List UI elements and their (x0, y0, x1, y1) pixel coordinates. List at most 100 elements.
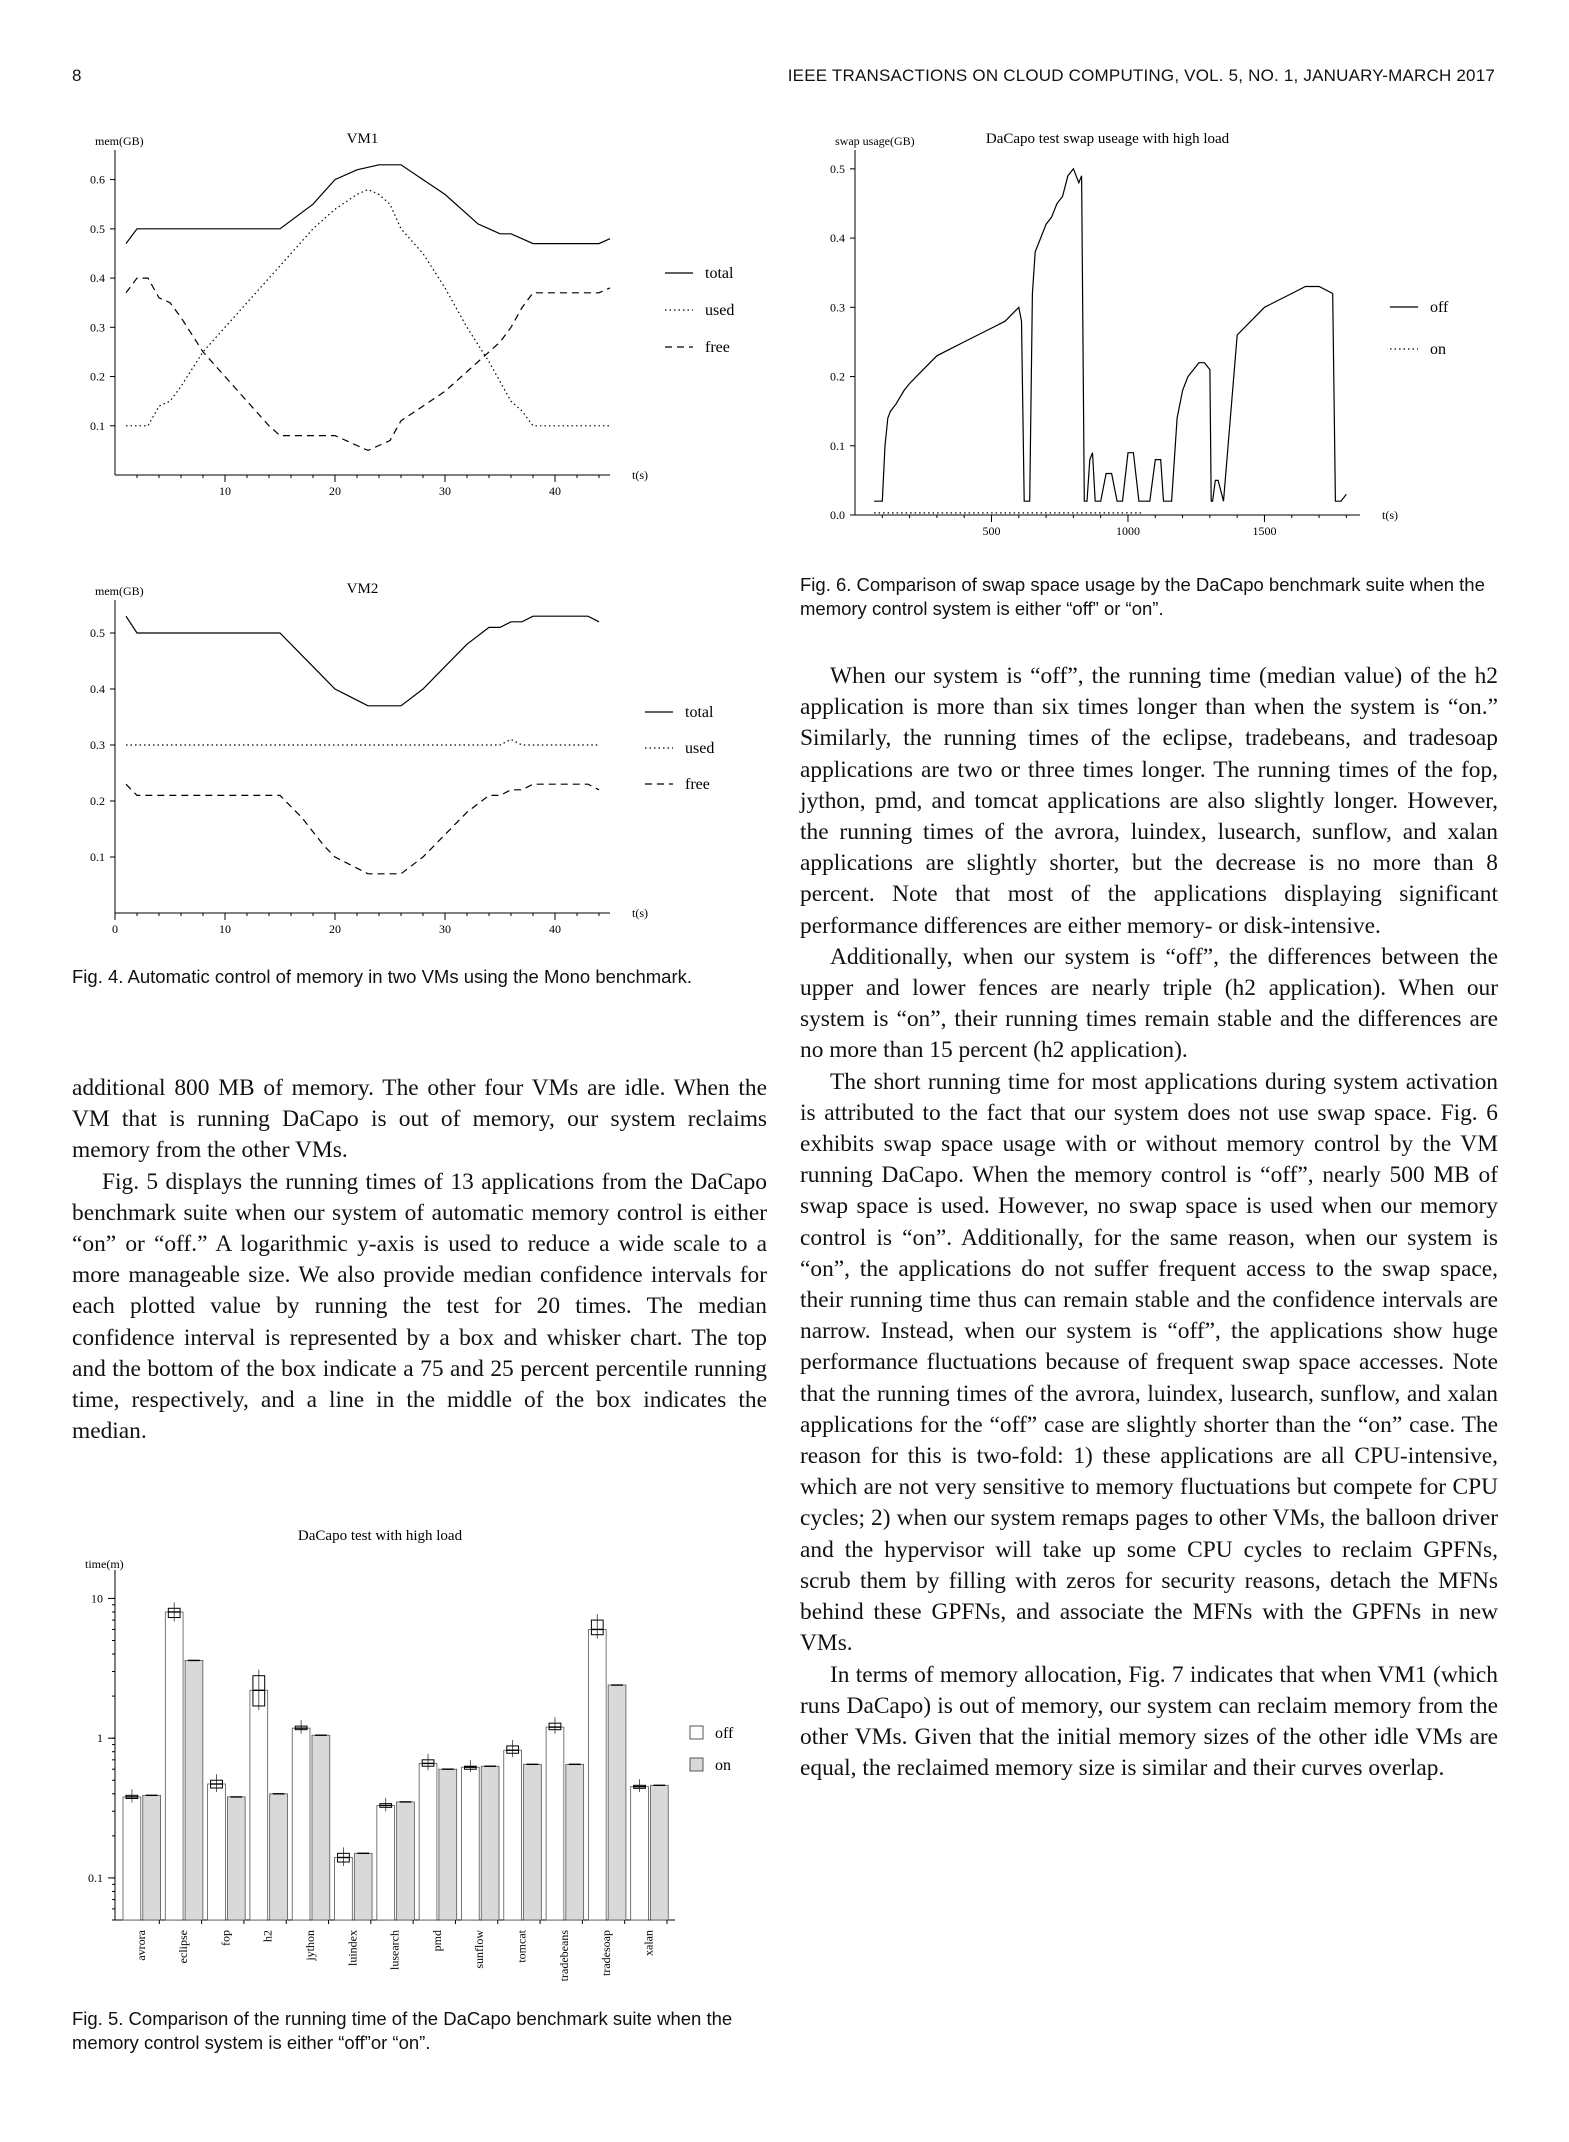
category-label: tradebeans (557, 1930, 571, 1982)
fig5-caption: Fig. 5. Comparison of the running time o… (72, 2008, 733, 2053)
page-number: 8 (72, 66, 82, 85)
legend-label-total: total (685, 704, 714, 721)
y-axis-label: time(m) (85, 1557, 124, 1571)
category-label: lusearch (388, 1930, 402, 1970)
y-tick-label: 0.5 (90, 626, 105, 640)
bar-off (630, 1786, 649, 1921)
bar-on (184, 1660, 204, 1921)
x-tick-label: 10 (219, 922, 231, 936)
y-tick-label: 0.1 (90, 419, 105, 433)
right-paragraph-2: Additionally, when our system is “off”, … (800, 943, 1498, 1064)
legend-label-free: free (705, 339, 730, 356)
bar-on (607, 1684, 627, 1921)
category-label: fop (218, 1930, 232, 1946)
x-tick-label: 30 (439, 922, 451, 936)
legend-label-off: off (715, 1725, 734, 1742)
chart-title: VM2 (347, 581, 379, 597)
series-total (125, 164, 611, 245)
left-paragraph-2: Fig. 5 displays the running times of 13 … (72, 1168, 767, 1445)
bar-on (269, 1793, 288, 1921)
bar-off (503, 1749, 522, 1921)
series-off (874, 167, 1347, 502)
y-tick-label: 10 (91, 1591, 103, 1605)
box (548, 1722, 562, 1731)
category-label: xalan (641, 1930, 655, 1956)
left-paragraph-1: additional 800 MB of memory. The other f… (72, 1075, 767, 1164)
legend-label-on: on (715, 1757, 731, 1774)
left-column: additional 800 MB of memory. The other f… (72, 1073, 767, 1447)
series-free (125, 783, 600, 875)
right-paragraph-4: In terms of memory allocation, Fig. 7 in… (800, 1661, 1498, 1782)
y-tick-label: 0.3 (90, 320, 105, 334)
y-tick-label: 0.5 (90, 222, 105, 236)
x-tick-label: 40 (549, 922, 561, 936)
y-tick-label: 0.4 (90, 682, 105, 696)
chart-vm2: VM2 mem(GB) t(s) 0.1 0.2 0.3 0.4 0.5 0 10 20 30 40 to… (90, 581, 714, 936)
x-axis-label: t(s) (1382, 508, 1398, 522)
bar-off (376, 1805, 396, 1921)
right-paragraph-3: The short running time for most applicat… (800, 1068, 1498, 1657)
y-tick-label: 0.4 (90, 271, 105, 285)
y-axis-label: swap usage(GB) (835, 134, 915, 148)
bar-on (353, 1852, 373, 1921)
legend-label-on: on (1430, 341, 1446, 358)
x-tick-label: 40 (549, 484, 561, 498)
category-label: h2 (261, 1930, 275, 1942)
x-tick-label: 30 (439, 484, 451, 498)
category-label: tradesoap (599, 1930, 613, 1976)
y-tick-label: 0.6 (90, 173, 105, 187)
box (167, 1607, 181, 1619)
bar-off (418, 1762, 438, 1921)
y-tick-label: 0.2 (90, 794, 105, 808)
y-tick-label: 0.2 (830, 370, 845, 384)
x-tick-label: 500 (982, 524, 1000, 538)
x-tick-label: 1500 (1252, 524, 1276, 538)
fig4-caption: Fig. 4. Automatic control of memory in t… (72, 966, 693, 987)
box (590, 1619, 604, 1636)
x-tick-label: 1000 (1116, 524, 1140, 538)
legend-label-free: free (685, 776, 710, 793)
right-column: When our system is “off”, the running ti… (800, 661, 1498, 1784)
series-used (126, 738, 599, 746)
y-tick-label: 0.3 (90, 738, 105, 752)
bar-off (334, 1857, 353, 1921)
bar-off (291, 1727, 311, 1921)
x-axis-label: t(s) (632, 468, 648, 482)
category-label: avrora (134, 1929, 148, 1960)
bar-off (587, 1629, 607, 1921)
y-tick-label: 0.3 (830, 300, 845, 314)
journal-header: IEEE TRANSACTIONS ON CLOUD COMPUTING, VO… (787, 66, 1495, 85)
right-paragraph-1: When our system is “off”, the running ti… (800, 663, 1498, 939)
bar-off (545, 1726, 565, 1921)
series-used (126, 188, 610, 427)
category-label: luindex (345, 1930, 359, 1966)
y-tick-label: 0.5 (830, 162, 845, 176)
bar-on (480, 1765, 500, 1921)
bar-on (565, 1763, 585, 1921)
series-total (125, 615, 600, 707)
chart-title: DaCapo test with high load (298, 1528, 463, 1544)
bar-on (226, 1796, 246, 1921)
x-tick-label: 20 (329, 484, 341, 498)
x-tick-label: 0 (112, 922, 118, 936)
y-tick-label: 0.2 (90, 370, 105, 384)
y-axis-label: mem(GB) (95, 134, 144, 148)
x-axis-label: t(s) (632, 906, 648, 920)
series-free (125, 277, 611, 452)
bar-off (122, 1796, 142, 1921)
y-axis-label: mem(GB) (95, 584, 144, 598)
bar-on (523, 1763, 542, 1921)
bar-off (461, 1766, 480, 1921)
x-tick-label: 20 (329, 922, 341, 936)
legend-label-used: used (705, 302, 734, 319)
category-label: jython (303, 1930, 317, 1962)
y-tick-label: 0.1 (90, 850, 105, 864)
legend-label-total: total (705, 265, 734, 282)
legend-label-off: off (1430, 299, 1449, 316)
bar-off (164, 1611, 184, 1921)
bar-on (396, 1801, 415, 1921)
y-tick-label: 1 (97, 1731, 103, 1745)
chart-dacapo-bars: DaCapo test with high load time(m) 0.1 1 10 a… (85, 1528, 734, 1982)
chart-swap: DaCapo test swap useage with high load sw… (830, 131, 1449, 538)
category-label: sunflow (472, 1930, 486, 1969)
